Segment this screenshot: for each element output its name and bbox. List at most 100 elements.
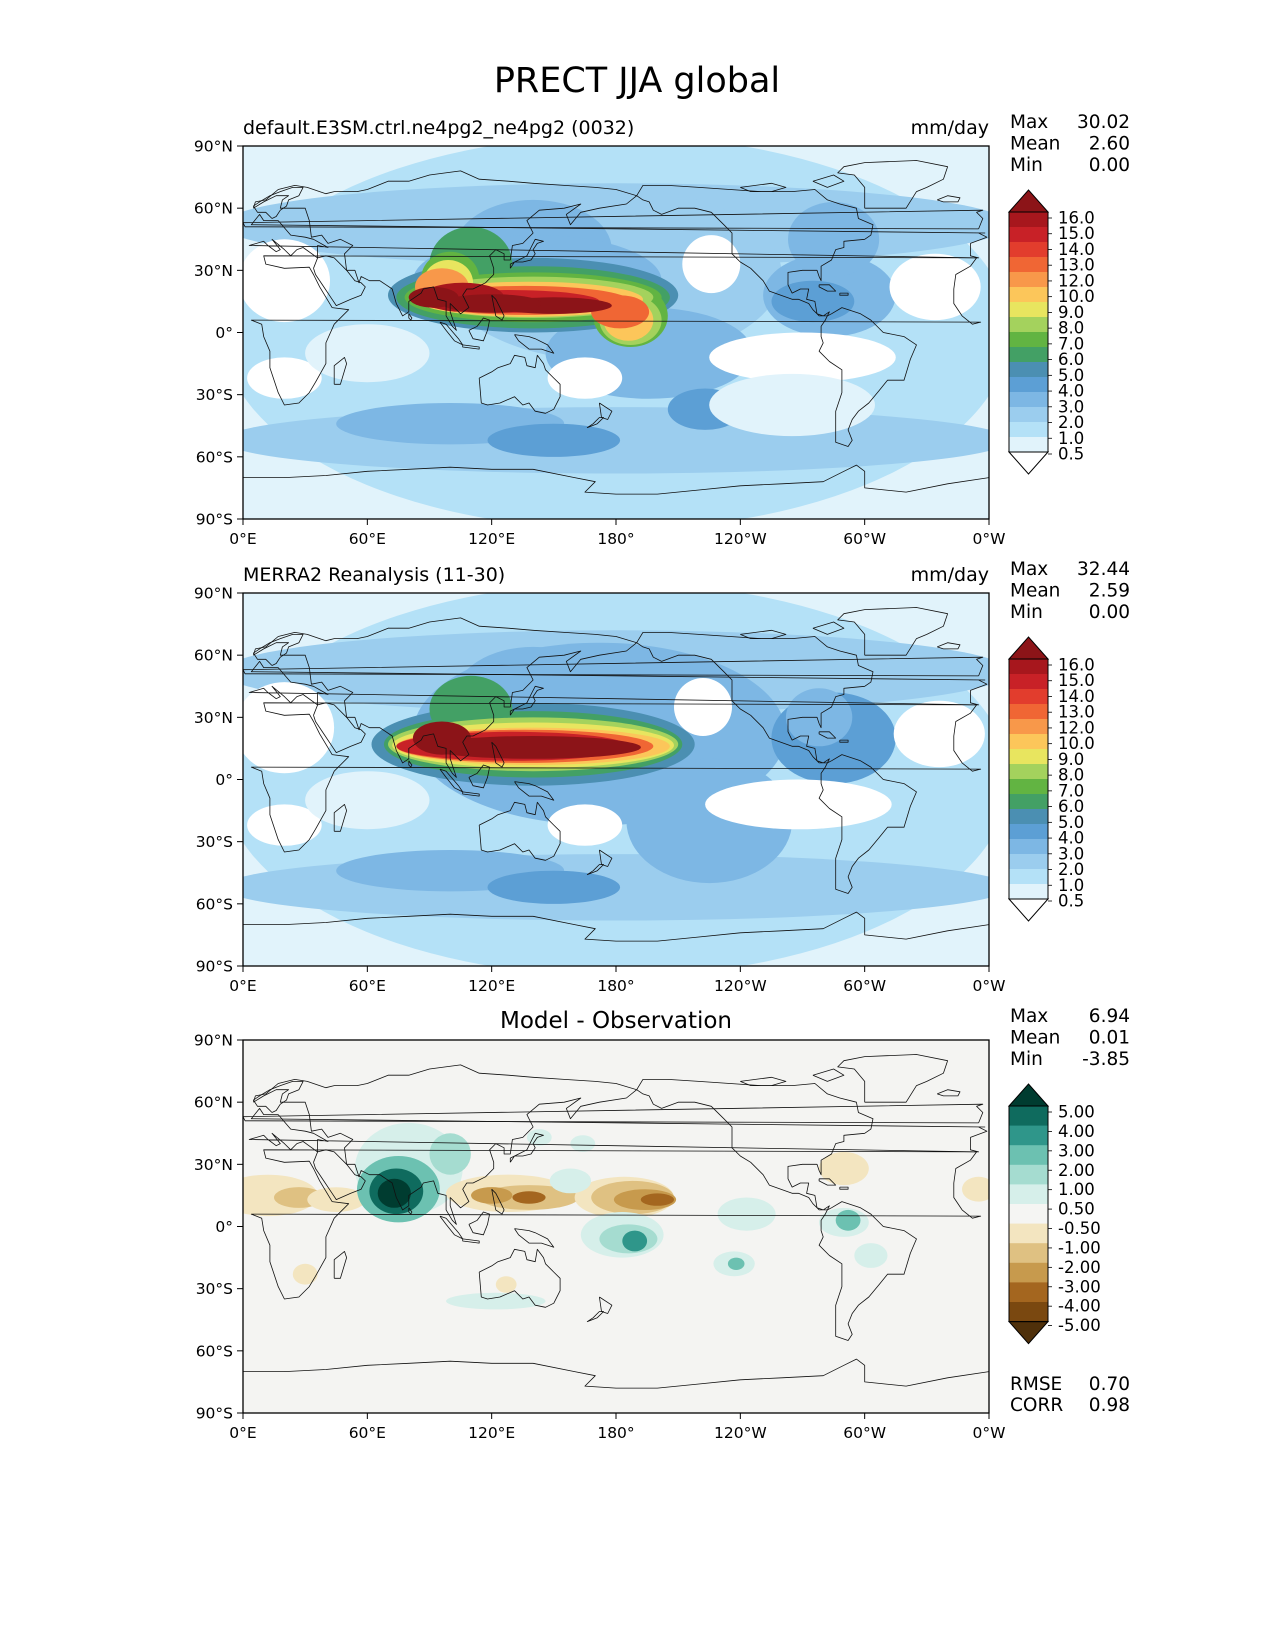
coastline <box>252 187 304 219</box>
contour-region <box>788 202 880 277</box>
colorbar-band <box>1009 1262 1048 1283</box>
stat-label: Mean <box>1010 1028 1060 1049</box>
coastline <box>818 1178 837 1186</box>
stat-label: Mean <box>1010 134 1060 155</box>
x-tick-label: 0°E <box>229 530 256 548</box>
colorbar-label: 12.0 <box>1058 271 1095 290</box>
colorbar-band <box>1009 407 1048 423</box>
y-tick-label: 30°S <box>196 833 233 851</box>
colorbar: 16.015.014.013.012.010.09.08.07.06.05.04… <box>1007 636 1095 922</box>
map-area: 0°E 60°E 120°E 180° 120°W 60°W 0°W 90°N 60°N 30°N… <box>194 1032 1006 1443</box>
coastline <box>243 656 984 677</box>
coastline <box>243 209 984 230</box>
contour-region <box>412 721 471 755</box>
colorbar-band <box>1009 1223 1048 1244</box>
coastline <box>248 661 988 706</box>
colorbar-label: 5.0 <box>1058 366 1084 385</box>
colorbar-band <box>1009 1164 1048 1185</box>
colorbar-band <box>1009 704 1048 720</box>
colorbar-band <box>1009 1106 1048 1127</box>
colorbar-band <box>1009 302 1048 318</box>
colorbar-extend-bottom <box>1007 898 1050 922</box>
coastline <box>243 1358 989 1389</box>
contour-region <box>243 682 335 774</box>
colorbar-label: 5.0 <box>1058 813 1084 832</box>
coastline <box>818 284 837 292</box>
x-tick-label: 180° <box>597 530 634 548</box>
contour-region <box>526 1129 552 1146</box>
colorbar-band <box>1009 884 1048 900</box>
contour-region <box>442 294 542 313</box>
colorbar-extend-top <box>1007 636 1050 660</box>
x-tick-label: 60°E <box>349 1424 386 1442</box>
colorbar-label: 6.0 <box>1058 797 1084 816</box>
coastline <box>252 1081 304 1113</box>
coastline <box>408 1207 413 1215</box>
y-tick-label: 60°S <box>196 1342 233 1360</box>
stat-value: 2.60 <box>1089 134 1130 155</box>
panel-model: default.E3SM.ctrl.ne4pg2_ne4pg2 (0032) mm… <box>194 112 1130 548</box>
coastline <box>491 294 505 321</box>
contour-region <box>446 1292 546 1310</box>
y-tick-label: 90°N <box>194 138 233 156</box>
colorbar-band <box>1009 392 1048 408</box>
stat-value: 0.00 <box>1089 155 1130 176</box>
x-tick-label: 60°E <box>349 530 386 548</box>
colorbar-band <box>1009 257 1048 273</box>
x-tick-label: 60°W <box>843 1424 886 1442</box>
colorbar-label: -0.50 <box>1058 1219 1101 1238</box>
stat-value: 6.94 <box>1089 1006 1130 1027</box>
stat-label: Min <box>1010 602 1043 623</box>
coastline <box>636 1079 917 1341</box>
coastline <box>740 1076 787 1086</box>
coastline <box>586 417 605 429</box>
contour-region <box>962 1176 989 1202</box>
x-tick-label: 120°W <box>714 530 767 548</box>
coastline <box>937 642 961 650</box>
colorbar-band <box>1009 212 1048 228</box>
contour-region <box>682 235 741 294</box>
x-tick-label: 120°W <box>714 1424 767 1442</box>
stat-label: Min <box>1010 1049 1043 1070</box>
coastline <box>514 334 555 354</box>
contour-region <box>495 1276 517 1293</box>
colorbar-label: 9.0 <box>1058 750 1084 769</box>
coastline <box>252 634 304 666</box>
coastline <box>837 607 948 656</box>
stat-value: -3.85 <box>1082 1049 1130 1070</box>
coastline <box>250 1149 982 1300</box>
coastline <box>599 849 613 867</box>
contour-region <box>547 357 623 399</box>
colorbar-label: -3.00 <box>1058 1277 1101 1296</box>
panel-units: mm/day <box>911 117 989 139</box>
colorbar-label: 0.5 <box>1058 445 1084 464</box>
y-tick-label: 30°S <box>196 1280 233 1298</box>
contour-region <box>854 1243 888 1268</box>
colorbar-band <box>1009 659 1048 675</box>
colorbar-label: 13.0 <box>1058 256 1095 275</box>
colorbar-label: 1.00 <box>1058 1180 1095 1199</box>
colorbar-band <box>1009 734 1048 750</box>
stat-label: Max <box>1010 112 1048 133</box>
coastline <box>250 702 982 853</box>
y-tick-label: 90°S <box>196 511 233 529</box>
stat-value: 2.59 <box>1089 581 1130 602</box>
colorbar-band <box>1009 1184 1048 1205</box>
y-tick-label: 0° <box>215 771 233 789</box>
colorbar-band <box>1009 317 1048 333</box>
contour-region <box>622 1230 648 1252</box>
colorbar-band <box>1009 1125 1048 1146</box>
coastline <box>586 864 605 876</box>
colorbar-band <box>1009 779 1048 795</box>
contour-region <box>771 280 855 323</box>
coastline <box>491 741 505 768</box>
coastline <box>408 760 413 768</box>
colorbar-band <box>1009 422 1048 438</box>
colorbar-band <box>1009 1243 1048 1264</box>
figure-title: PRECT JJA global <box>494 61 780 101</box>
stat-value: 0.00 <box>1089 602 1130 623</box>
contour-region <box>591 295 650 329</box>
colorbar-label: 3.0 <box>1058 397 1084 416</box>
colorbar-label: 16.0 <box>1058 209 1095 228</box>
colorbar-band <box>1009 272 1048 288</box>
